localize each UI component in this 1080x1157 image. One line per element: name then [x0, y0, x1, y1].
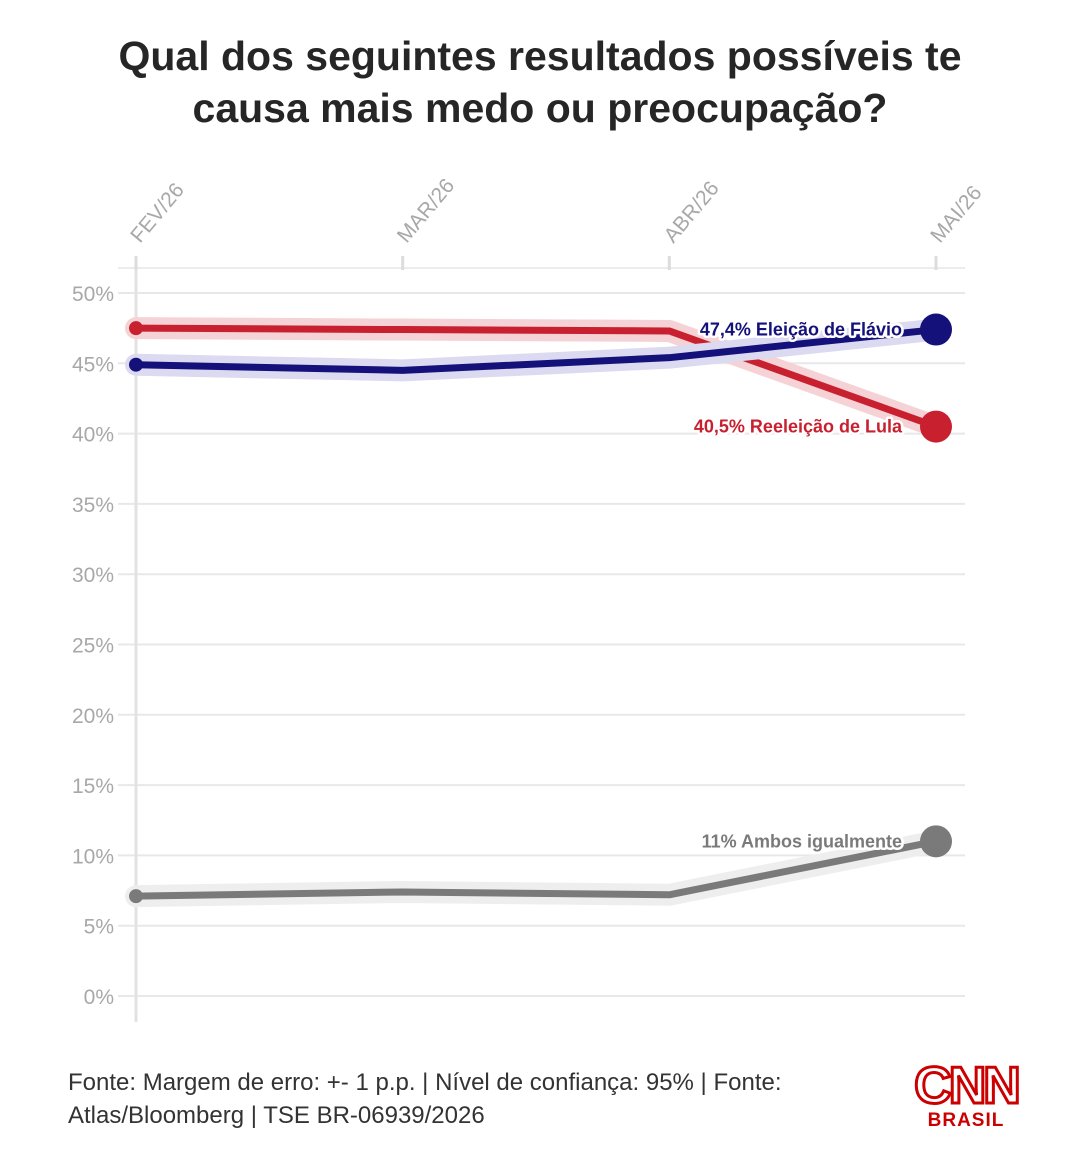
series-end-point [920, 825, 952, 858]
chart-title: Qual dos seguintes resultados possíveis … [118, 33, 962, 131]
y-tick-label: 5% [84, 916, 114, 939]
series-label: 40,5% Reeleição de Lula [694, 417, 903, 437]
grid-layer [118, 256, 965, 1022]
y-tick-label: 15% [72, 775, 114, 798]
label-layer: 40,5% Reeleição de Lula 47,4% Eleição de … [691, 317, 905, 854]
series-label: 11% Ambos igualmente [702, 831, 902, 851]
y-tick-label: 0% [84, 986, 114, 1009]
series-line [132, 324, 940, 431]
x-tick-label: FEV/26 [126, 179, 189, 247]
x-tick-label: MAR/26 [393, 174, 459, 247]
series-start-point [129, 357, 143, 372]
y-tick-label: 25% [72, 635, 114, 658]
cnn-brasil-logo: CNN BRASIL [913, 1057, 1023, 1132]
series-line [132, 326, 940, 374]
logo-wordmark: CNN [913, 1057, 1023, 1115]
x-tick-label: MAI/26 [926, 181, 986, 247]
y-tick-label: 30% [72, 564, 114, 587]
series-end-point [920, 313, 952, 346]
logo-subtitle: BRASIL [927, 1110, 1005, 1131]
series-start-point [129, 889, 143, 904]
series-layer [125, 313, 952, 908]
y-tick-label: 20% [72, 705, 114, 728]
y-tick-label: 50% [72, 283, 114, 306]
source-note: Fonte: Margem de erro: +- 1 p.p. | Nível… [68, 1069, 782, 1129]
series-label: 47,4% Eleição de Flávio [700, 320, 902, 340]
series-end-point [920, 410, 952, 443]
series-start-point [129, 321, 143, 336]
y-tick-label: 35% [72, 494, 114, 517]
y-tick-label: 40% [72, 424, 114, 447]
x-tick-label: ABR/26 [660, 177, 724, 247]
y-tick-label: 45% [72, 353, 114, 376]
y-tick-label: 10% [72, 845, 114, 868]
series-line [132, 837, 940, 900]
